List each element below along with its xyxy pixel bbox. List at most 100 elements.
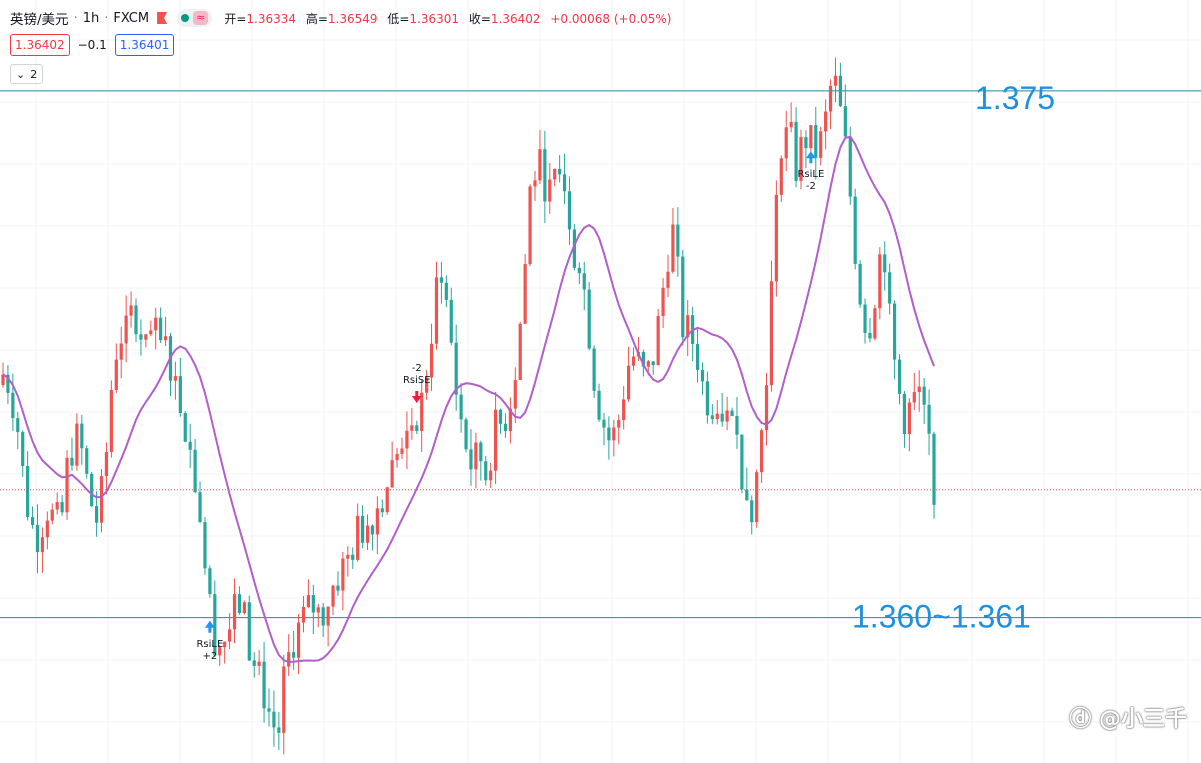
candle-body bbox=[193, 449, 197, 493]
interval-label[interactable]: 1h bbox=[82, 10, 100, 26]
close-value: 1.36402 bbox=[490, 11, 541, 26]
candle-body bbox=[553, 168, 557, 180]
candle-body bbox=[11, 392, 15, 419]
candle-body bbox=[622, 399, 626, 421]
signal-rsise: RsiSE-2 bbox=[403, 363, 431, 403]
candle-body bbox=[114, 359, 118, 390]
candle-body bbox=[346, 554, 350, 559]
candle-body bbox=[380, 508, 384, 513]
signal-label: RsiSE bbox=[403, 375, 431, 386]
candle-body bbox=[863, 304, 867, 334]
candle-body bbox=[218, 647, 222, 656]
candle-body bbox=[129, 305, 133, 316]
candle-body bbox=[626, 365, 631, 400]
signal-label: RsiLE bbox=[797, 169, 824, 180]
candle-body bbox=[173, 376, 178, 381]
candle-body bbox=[124, 315, 128, 344]
candle-body bbox=[267, 708, 271, 712]
candlestick-series bbox=[1, 57, 936, 755]
candle-body bbox=[252, 660, 256, 666]
spread-value: −0.1 bbox=[77, 38, 107, 52]
candle-body bbox=[927, 404, 931, 434]
ohlc-values: 开=1.36334 高=1.36549 低=1.36301 收=1.36402 … bbox=[224, 11, 672, 26]
candle-body bbox=[538, 149, 542, 181]
candle-body bbox=[454, 342, 458, 395]
candle-body bbox=[533, 180, 537, 187]
candle-body bbox=[415, 425, 419, 432]
market-open-icon bbox=[181, 14, 190, 22]
candle-body bbox=[326, 606, 330, 626]
candle-body bbox=[316, 607, 320, 613]
candle-body bbox=[341, 558, 345, 591]
candle-body bbox=[498, 409, 503, 424]
candle-body bbox=[139, 334, 143, 340]
candle-body bbox=[144, 334, 148, 340]
sell-price-button[interactable]: 1.36402 bbox=[10, 34, 70, 56]
candle-body bbox=[528, 186, 532, 265]
candle-body bbox=[681, 256, 685, 338]
candle-body bbox=[159, 317, 163, 341]
candle-body bbox=[523, 264, 527, 324]
market-status-pill[interactable]: ≈ bbox=[177, 9, 213, 27]
candle-body bbox=[725, 410, 729, 422]
candle-body bbox=[365, 525, 370, 543]
candle-body bbox=[400, 448, 404, 454]
candle-body bbox=[60, 502, 64, 513]
candle-body bbox=[198, 492, 202, 523]
candle-body bbox=[572, 229, 577, 268]
candle-body bbox=[873, 308, 877, 339]
candle-body bbox=[932, 433, 936, 505]
candle-body bbox=[429, 343, 434, 378]
candle-body bbox=[720, 413, 724, 422]
candle-body bbox=[784, 127, 788, 159]
arrow-up-icon bbox=[805, 151, 816, 164]
candle-body bbox=[227, 629, 232, 642]
candle-body bbox=[257, 661, 261, 666]
candle-body bbox=[405, 430, 409, 449]
flag-icon[interactable] bbox=[157, 12, 168, 24]
candle-body bbox=[710, 415, 714, 420]
candle-body bbox=[740, 434, 744, 490]
candle-body bbox=[617, 420, 621, 428]
high-value: 1.36549 bbox=[327, 11, 378, 26]
candle-body bbox=[99, 476, 104, 523]
candle-body bbox=[750, 500, 754, 523]
candle-body bbox=[868, 333, 872, 339]
candle-body bbox=[804, 137, 808, 149]
candle-body bbox=[612, 427, 616, 441]
candle-body bbox=[464, 419, 468, 450]
arrow-down-icon bbox=[411, 390, 422, 403]
candle-body bbox=[755, 472, 759, 523]
candle-body bbox=[94, 506, 99, 523]
candle-body bbox=[449, 299, 453, 343]
candle-body bbox=[356, 515, 360, 560]
candle-body bbox=[50, 509, 54, 521]
candle-body bbox=[631, 356, 636, 366]
candle-body bbox=[883, 254, 887, 273]
candle-body bbox=[922, 386, 926, 405]
symbol-name[interactable]: 英镑/美元 bbox=[10, 12, 69, 28]
watermark: ⓓ @小三千 bbox=[1069, 707, 1187, 732]
candle-body bbox=[277, 727, 281, 733]
candle-body bbox=[292, 652, 296, 658]
candle-body bbox=[287, 652, 291, 667]
candle-body bbox=[508, 408, 512, 432]
candle-body bbox=[897, 359, 902, 394]
candle-body bbox=[459, 394, 463, 420]
buy-price-button[interactable]: 1.36401 bbox=[114, 34, 175, 56]
candle-body bbox=[646, 361, 650, 367]
candle-body bbox=[45, 520, 49, 538]
candle-body bbox=[242, 602, 246, 614]
indicators-toggle-button[interactable]: ⌄ 2 bbox=[10, 64, 44, 84]
candle-body bbox=[331, 585, 335, 607]
candle-body bbox=[395, 453, 399, 461]
candle-body bbox=[469, 449, 473, 470]
source-label: FXCM bbox=[113, 10, 150, 26]
candle-body bbox=[262, 661, 266, 709]
candle-body bbox=[671, 224, 675, 272]
candle-body bbox=[656, 315, 660, 365]
candle-body bbox=[686, 315, 690, 338]
candle-body bbox=[548, 179, 552, 202]
low-value: 1.36301 bbox=[409, 11, 460, 26]
